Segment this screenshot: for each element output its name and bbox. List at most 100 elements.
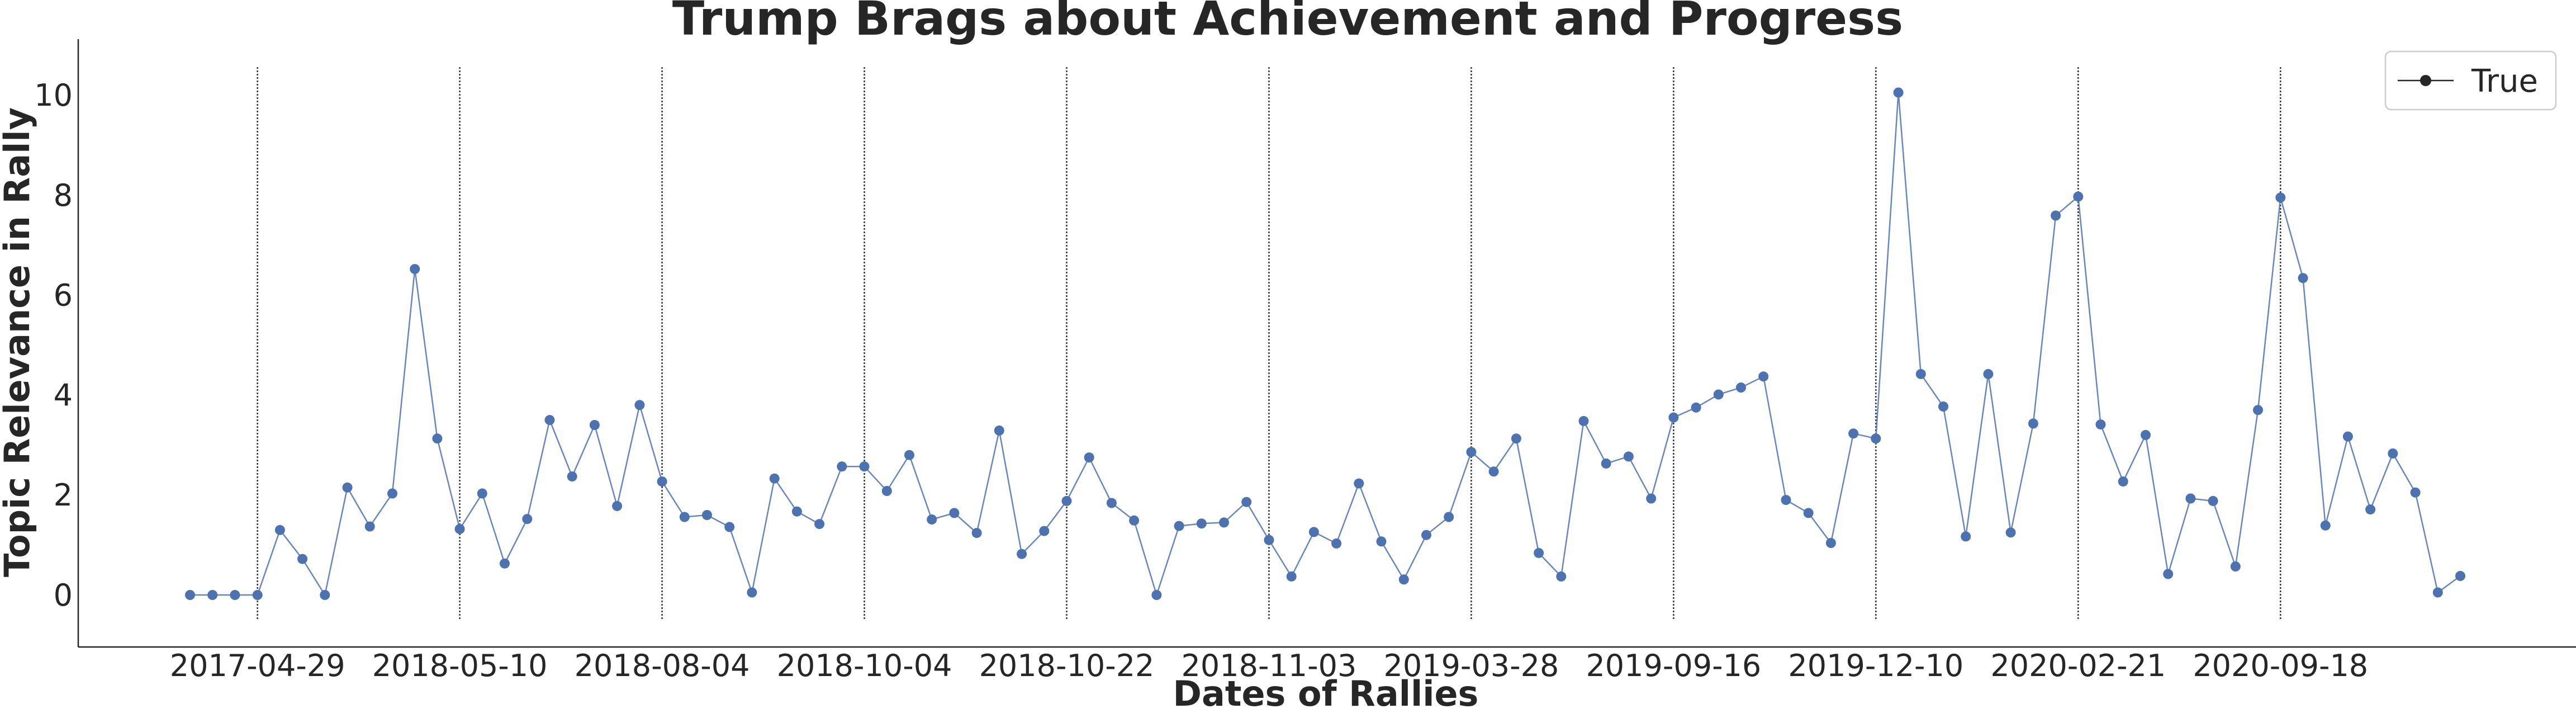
series-line-true [190,92,2461,598]
data-point-95 [2320,520,2331,531]
data-point-47 [1241,497,1252,507]
data-point-3 [252,590,263,600]
data-point-55 [1421,530,1431,540]
data-point-58 [1488,466,1499,477]
y-tick-label-2: 2 [54,478,73,513]
data-point-43 [1151,590,1162,600]
data-point-22 [679,512,690,522]
chart-title: Trump Brags about Achievement and Progre… [672,0,1903,46]
legend-box [2384,50,2557,111]
x-tick-label-2020-09-18: 2020-09-18 [2193,648,2368,683]
x-tick-label-2018-08-04: 2018-08-04 [575,648,750,683]
data-point-36 [994,425,1004,436]
data-point-14 [500,558,510,569]
data-point-9 [387,488,397,499]
data-point-80 [1983,369,1994,379]
x-tick-label-2019-03-28: 2019-03-28 [1384,648,1559,683]
y-tick-label-10: 10 [34,78,73,113]
x-tick-label-2017-04-29: 2017-04-29 [170,648,345,683]
data-point-52 [1354,478,1364,489]
x-axis-label: Dates of Rallies [1173,673,1479,714]
y-tick-labels: 0 2 4 6 8 10 [34,78,73,613]
data-point-67 [1691,402,1701,413]
data-point-79 [1961,531,1971,542]
data-point-63 [1601,458,1611,469]
data-point-65 [1646,493,1657,504]
data-point-91 [2230,561,2241,571]
data-point-76 [1893,87,1904,98]
data-point-83 [2051,210,2061,221]
data-point-57 [1466,447,1477,457]
data-point-16 [544,415,555,426]
data-point-45 [1196,518,1207,529]
data-point-29 [837,461,847,472]
data-point-32 [904,450,914,460]
data-point-37 [1017,549,1027,559]
data-point-38 [1039,526,1050,536]
data-point-4 [274,525,285,535]
data-point-98 [2388,448,2398,459]
series-points-true [185,87,2465,600]
data-point-97 [2365,504,2376,515]
data-point-99 [2410,487,2421,498]
data-point-30 [859,461,870,472]
data-point-71 [1781,495,1791,506]
data-point-70 [1758,371,1769,382]
data-point-11 [432,433,443,444]
data-point-21 [657,476,667,487]
y-tick-label-6: 6 [54,278,73,313]
data-point-39 [1061,495,1072,506]
data-point-73 [1825,538,1836,548]
data-point-100 [2432,587,2443,598]
data-point-40 [1084,452,1094,463]
data-point-23 [702,510,712,520]
data-point-28 [814,519,825,530]
x-tick-label-2019-09-16: 2019-09-16 [1586,648,1761,683]
data-point-87 [2141,429,2151,440]
data-point-24 [724,522,735,532]
data-point-86 [2118,476,2128,487]
data-point-92 [2253,405,2263,415]
data-point-75 [1871,433,1881,444]
data-point-94 [2298,273,2308,284]
data-point-51 [1331,538,1342,549]
data-point-8 [364,521,375,532]
data-point-12 [454,524,465,534]
data-point-56 [1444,512,1454,522]
data-point-19 [612,500,623,511]
data-point-6 [320,590,330,600]
data-point-31 [881,486,892,496]
data-point-15 [522,514,533,525]
data-point-81 [2005,527,2016,538]
legend-label-true: True [2471,63,2538,100]
data-point-88 [2163,569,2174,579]
x-tick-label-2018-05-10: 2018-05-10 [372,648,548,683]
y-axis-label: Topic Relevance in Rally [0,107,37,577]
x-tick-label-2018-10-22: 2018-10-22 [979,648,1155,683]
data-point-96 [2342,431,2353,442]
y-tick-label-4: 4 [54,377,73,413]
data-point-59 [1511,433,1521,444]
data-point-7 [342,482,353,493]
data-point-44 [1174,521,1184,531]
y-tick-label-0: 0 [54,578,73,613]
legend: True [2384,50,2557,111]
data-point-41 [1106,498,1117,508]
data-point-26 [769,473,780,484]
data-point-68 [1713,389,1724,400]
data-point-64 [1623,451,1634,462]
data-point-0 [185,590,195,600]
data-point-53 [1376,536,1387,547]
data-point-27 [791,506,802,517]
data-point-85 [2095,419,2106,430]
data-point-54 [1398,574,1409,585]
data-point-74 [1848,428,1859,439]
data-point-84 [2073,191,2084,202]
data-point-10 [410,264,420,275]
data-point-1 [207,590,218,600]
data-point-2 [230,590,240,600]
data-point-50 [1308,527,1319,537]
data-point-90 [2208,495,2218,506]
data-point-72 [1803,508,1814,518]
